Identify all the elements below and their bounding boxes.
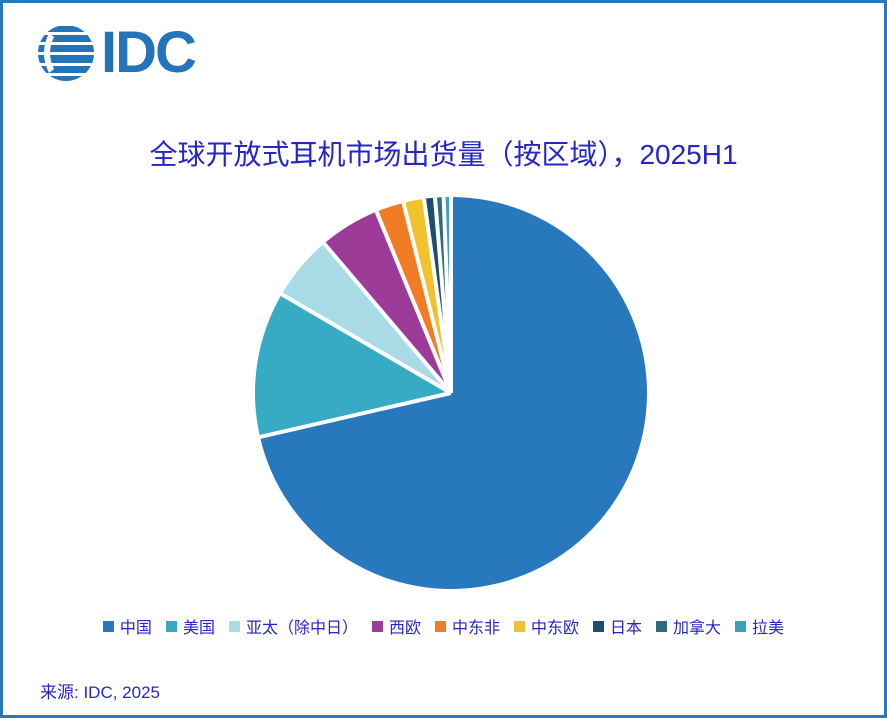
legend-swatch-china	[102, 620, 114, 632]
legend-swatch-japan	[593, 620, 605, 632]
pie-slice-western-europe	[324, 211, 451, 393]
source-note: 来源: IDC, 2025	[40, 683, 160, 702]
legend-swatch-mea	[434, 620, 446, 632]
legend-item-japan: 日本	[593, 614, 642, 638]
chart-title: 全球开放式耳机市场出货量（按区域），2025H1	[149, 139, 738, 170]
legend-swatch-cee	[514, 620, 525, 632]
legend-label-mea: 中东非	[451, 620, 500, 637]
slice-separator	[280, 292, 453, 395]
legend-label-apac-ex-cn-jp: 亚太（除中日）	[245, 620, 358, 637]
legend-label-china: 中国	[119, 620, 152, 637]
legend-item-usa: 美国	[165, 614, 215, 638]
pie-slice-apac-ex-cn-jp	[281, 243, 451, 393]
legend-item-latam: 拉美	[735, 614, 784, 638]
legend-item-western-europe: 西欧	[371, 614, 421, 638]
idc-globe-icon	[38, 26, 94, 81]
legend-item-mea: 中东非	[434, 614, 500, 638]
legend-swatch-canada	[656, 620, 668, 632]
legend-swatch-latam	[735, 620, 747, 632]
legend-item-china: 中国	[102, 614, 152, 638]
legend-item-apac-ex-cn-jp: 亚太（除中日）	[228, 614, 358, 638]
legend-swatch-usa	[165, 620, 177, 632]
slice-separator	[322, 242, 453, 395]
legend-label-cee: 中东欧	[531, 620, 580, 637]
legend-label-western-europe: 西欧	[388, 620, 421, 637]
idc-logo-text: IDC	[101, 20, 197, 85]
idc-logo: IDC	[37, 20, 197, 85]
slice-separator	[374, 210, 453, 394]
legend-item-cee: 中东欧	[514, 614, 579, 638]
legend-swatch-apac-ex-cn-jp	[228, 620, 240, 632]
legend-label-canada: 加拿大	[673, 620, 722, 637]
pie-slice-usa	[254, 294, 451, 437]
legend-swatch-western-europe	[371, 620, 383, 632]
legend: 中国 美国 亚太（除中日） 西欧 中东非 中东欧 日本 加拿大 拉美	[3, 614, 884, 638]
pie-slice-china	[259, 197, 647, 589]
pie-chart	[254, 197, 647, 589]
legend-label-usa: 美国	[182, 620, 215, 637]
legend-label-japan: 日本	[610, 620, 643, 637]
slice-separator	[259, 391, 452, 439]
legend-item-canada: 加拿大	[656, 614, 721, 638]
slice-separator	[401, 202, 453, 394]
legend-label-latam: 拉美	[752, 620, 785, 637]
